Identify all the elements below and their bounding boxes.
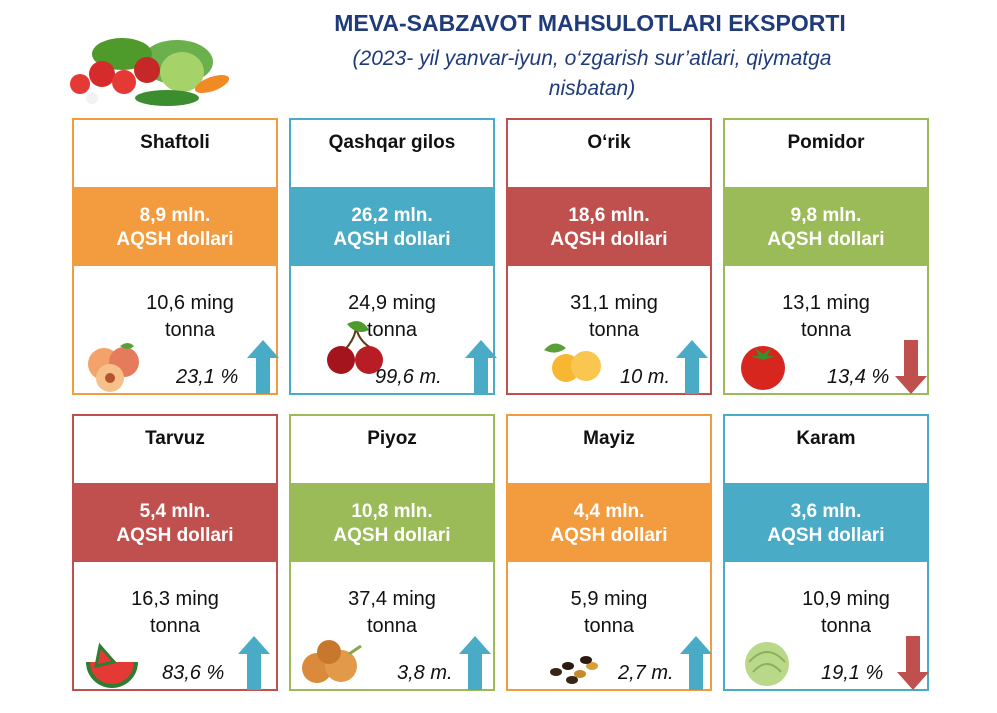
export-value: 18,6 mln. <box>568 205 650 226</box>
cherry-icon <box>327 321 383 374</box>
peach-icon <box>88 343 139 392</box>
trend-down-arrow-icon <box>897 636 929 690</box>
export-quantity: 16,3 ming tonna <box>74 586 276 640</box>
export-value-band: 5,4 mln. AQSH dollari <box>74 483 276 562</box>
product-card-mayiz: Mayiz 4,4 mln. AQSH dollari 5,9 ming ton… <box>506 414 712 691</box>
export-value: 8,9 mln. <box>139 205 211 226</box>
trend-down-arrow-icon <box>895 340 927 394</box>
page-subtitle: (2023- yil yanvar-iyun, o‘zgarish sur’at… <box>262 44 922 104</box>
quantity-unit: tonna <box>800 319 852 341</box>
export-quantity: 31,1 ming tonna <box>518 290 710 344</box>
quantity-unit: tonna <box>164 319 216 341</box>
export-value-band: 9,8 mln. AQSH dollari <box>725 187 927 266</box>
export-value-band: 26,2 mln. AQSH dollari <box>291 187 493 266</box>
export-quantity: 10,9 ming tonna <box>765 586 927 640</box>
cabbage-icon <box>745 642 789 686</box>
export-value-unit: AQSH dollari <box>333 525 451 546</box>
product-card-tarvuz: Tarvuz 5,4 mln. AQSH dollari 16,3 ming t… <box>72 414 278 691</box>
page-title: MEVA-SABZAVOT MAHSULOTLARI EKSPORTI <box>334 10 846 36</box>
quantity-value: 10,9 ming <box>802 588 890 610</box>
raisin-icon <box>550 656 598 684</box>
trend-up-arrow-icon <box>459 636 491 690</box>
watermelon-icon <box>86 642 138 688</box>
export-quantity: 24,9 ming tonna <box>291 290 493 344</box>
product-name: Tarvuz <box>145 428 205 449</box>
quantity-value: 24,9 ming <box>348 292 436 314</box>
change-rate: 10 m. <box>620 366 671 388</box>
product-card-qashqar-gilos: Qashqar gilos 26,2 mln. AQSH dollari 24,… <box>289 118 497 395</box>
product-name: Karam <box>796 428 856 449</box>
export-quantity: 10,6 ming tonna <box>104 290 276 344</box>
export-value-band: 18,6 mln. AQSH dollari <box>508 187 710 266</box>
quantity-unit: tonna <box>820 615 872 637</box>
export-value: 9,8 mln. <box>790 205 862 226</box>
export-quantity: 13,1 ming tonna <box>725 290 927 344</box>
change-rate: 23,1 % <box>176 366 239 388</box>
quantity-unit: tonna <box>149 615 201 637</box>
export-value: 3,6 mln. <box>790 501 862 522</box>
product-card-karam: Karam 3,6 mln. AQSH dollari 10,9 ming to… <box>723 414 929 691</box>
export-value: 26,2 mln. <box>351 205 433 226</box>
change-rate: 2,7 m. <box>618 662 674 684</box>
quantity-value: 31,1 ming <box>570 292 658 314</box>
quantity-value: 16,3 ming <box>131 588 219 610</box>
subtitle-line-2: nisbatan) <box>548 77 636 100</box>
product-name: Piyoz <box>367 428 417 449</box>
export-value-band: 8,9 mln. AQSH dollari <box>74 187 276 266</box>
export-quantity: 5,9 ming tonna <box>508 586 710 640</box>
export-quantity: 37,4 ming tonna <box>291 586 493 640</box>
product-name: O‘rik <box>587 132 631 153</box>
change-rate: 99,6 m. <box>375 366 442 388</box>
change-rate: 3,8 m. <box>397 662 453 684</box>
quantity-unit: tonna <box>366 615 418 637</box>
export-value-unit: AQSH dollari <box>550 525 668 546</box>
quantity-unit: tonna <box>588 319 640 341</box>
trend-up-arrow-icon <box>238 636 270 690</box>
export-value-unit: AQSH dollari <box>767 525 885 546</box>
export-value-unit: AQSH dollari <box>333 229 451 250</box>
quantity-unit: tonna <box>583 615 635 637</box>
product-card-pomidor: Pomidor 9,8 mln. AQSH dollari 13,1 ming … <box>723 118 929 395</box>
export-value-unit: AQSH dollari <box>116 525 234 546</box>
export-value: 5,4 mln. <box>139 501 211 522</box>
change-rate: 13,4 % <box>827 366 890 388</box>
product-name: Qashqar gilos <box>328 132 456 153</box>
trend-up-arrow-icon <box>680 636 712 690</box>
onion-icon <box>302 640 362 683</box>
subtitle-line-1: (2023- yil yanvar-iyun, o‘zgarish sur’at… <box>352 47 832 70</box>
export-value-band: 10,8 mln. AQSH dollari <box>291 483 493 562</box>
tomato-icon <box>741 346 785 390</box>
trend-up-arrow-icon <box>465 340 497 394</box>
product-name: Pomidor <box>787 132 865 153</box>
product-name: Shaftoli <box>140 132 210 153</box>
export-value-unit: AQSH dollari <box>767 229 885 250</box>
export-value-unit: AQSH dollari <box>116 229 234 250</box>
change-rate: 19,1 % <box>821 662 884 684</box>
export-value-unit: AQSH dollari <box>550 229 668 250</box>
quantity-value: 10,6 ming <box>146 292 234 314</box>
change-rate: 83,6 % <box>162 662 225 684</box>
apricot-icon <box>544 343 601 382</box>
export-value: 4,4 mln. <box>573 501 645 522</box>
quantity-value: 13,1 ming <box>782 292 870 314</box>
product-card-shaftoli: Shaftoli 8,9 mln. AQSH dollari 10,6 ming… <box>72 118 279 395</box>
quantity-value: 37,4 ming <box>348 588 436 610</box>
product-card-orik: O‘rik 18,6 mln. AQSH dollari 31,1 ming t… <box>506 118 712 395</box>
trend-up-arrow-icon <box>676 340 708 394</box>
product-name: Mayiz <box>583 428 635 449</box>
trend-up-arrow-icon <box>247 340 279 394</box>
export-value-band: 4,4 mln. AQSH dollari <box>508 483 710 562</box>
quantity-value: 5,9 ming <box>570 588 648 610</box>
quantity-unit: tonna <box>366 319 418 341</box>
product-card-piyoz: Piyoz 10,8 mln. AQSH dollari 37,4 ming t… <box>289 414 495 691</box>
export-value-band: 3,6 mln. AQSH dollari <box>725 483 927 562</box>
export-value: 10,8 mln. <box>351 501 433 522</box>
vegetables-illustration <box>70 38 230 106</box>
